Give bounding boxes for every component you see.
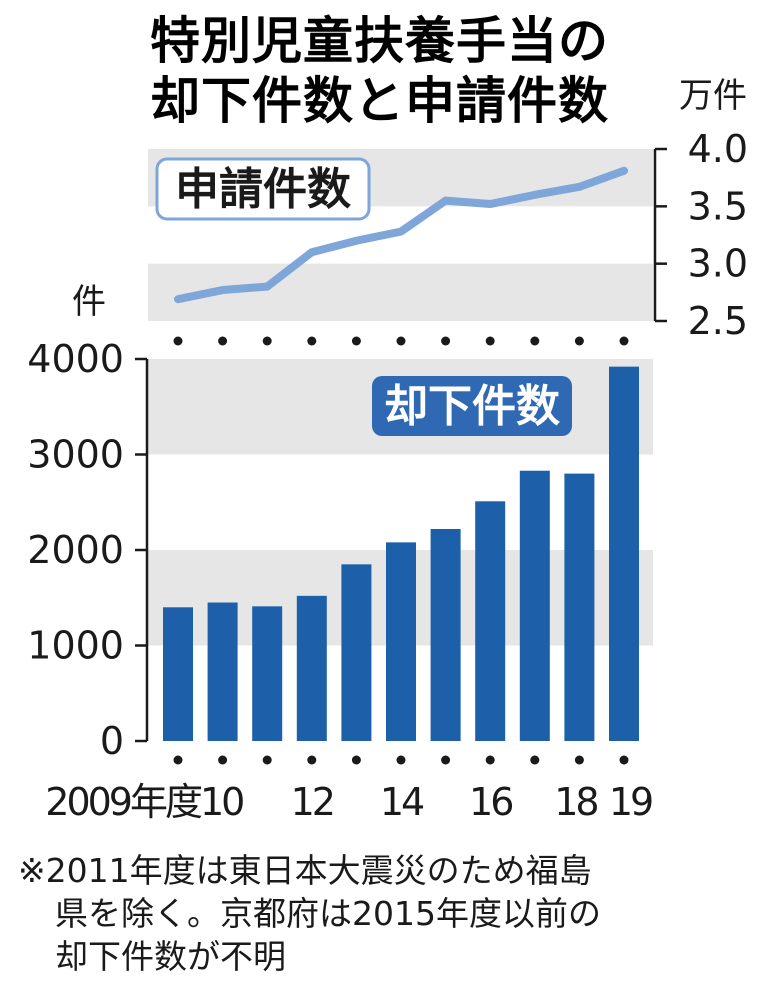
bar-2014 (386, 542, 416, 741)
bar-2015 (431, 529, 461, 741)
chart-title-line1: 特別児童扶養手当の (150, 12, 609, 70)
bottom-dot-row (174, 756, 629, 765)
x-dot (397, 756, 406, 765)
x-dot (174, 756, 183, 765)
line-y-tick-label: 3.0 (688, 242, 748, 286)
line-y-tick-label: 2.5 (688, 299, 748, 343)
bar-2013 (341, 564, 371, 741)
line-y-tick-label: 3.5 (688, 184, 748, 228)
chart-title-line2: 却下件数と申請件数 (150, 72, 609, 130)
x-dot (218, 756, 227, 765)
separator-dot (620, 337, 629, 346)
footnote-line3: 却下件数が不明 (55, 937, 286, 976)
line-y-tick-label: 4.0 (688, 127, 748, 171)
separator-dot (352, 337, 361, 346)
separator-dot (441, 337, 450, 346)
bar-y-tick-label: 2000 (27, 528, 124, 572)
bar-2017 (520, 471, 550, 741)
x-tick-label-2018: 18 (554, 780, 597, 824)
x-dot (352, 756, 361, 765)
bar-2010 (208, 603, 238, 741)
x-dot (307, 756, 316, 765)
bar-2011 (252, 606, 282, 741)
x-dot (620, 756, 629, 765)
line-y-axis: 4.0 3.5 3.0 2.5 (655, 127, 748, 343)
x-tick-label-2014: 14 (380, 780, 424, 824)
bar-2018 (564, 474, 594, 741)
x-dot (575, 756, 584, 765)
x-tick-label-2012: 12 (291, 780, 333, 824)
separator-dot (263, 337, 272, 346)
bar-y-tick-label: 0 (100, 719, 124, 763)
bar-2019 (609, 367, 639, 741)
separator-dot (486, 337, 495, 346)
x-dot (263, 756, 272, 765)
bar-y-axis: 4000 3000 2000 1000 0 (27, 337, 147, 763)
separator-dot (218, 337, 227, 346)
footnote-line1: ※2011年度は東日本大震災のため福島 (18, 851, 592, 890)
x-dot (530, 756, 539, 765)
bar-series-label: 却下件数 (384, 381, 560, 432)
x-dot (486, 756, 495, 765)
x-tick-label-2009: 2009年度 (45, 780, 202, 824)
separator-dot (397, 337, 406, 346)
separator-dot (307, 337, 316, 346)
separator-dot (575, 337, 584, 346)
separator-dot (174, 337, 183, 346)
bar-y-unit-label: 件 (72, 282, 106, 322)
bar-2016 (475, 501, 505, 741)
x-dot (441, 756, 450, 765)
mid-dot-row (174, 337, 629, 346)
line-y-unit-label: 万件 (679, 76, 747, 116)
separator-dot (530, 337, 539, 346)
bar-y-tick-label: 3000 (27, 433, 124, 477)
x-tick-label-2016: 16 (469, 780, 512, 824)
x-tick-label-2010: 10 (200, 780, 243, 824)
bar-2009 (163, 607, 193, 741)
bar-y-tick-label: 1000 (27, 624, 124, 668)
bar-2012 (297, 596, 327, 741)
line-series-label: 申請件数 (175, 164, 351, 215)
footnote-line2: 県を除く。京都府は2015年度以前の (55, 894, 601, 933)
x-tick-label-2019: 19 (609, 780, 652, 824)
bar-y-tick-label: 4000 (27, 337, 124, 381)
